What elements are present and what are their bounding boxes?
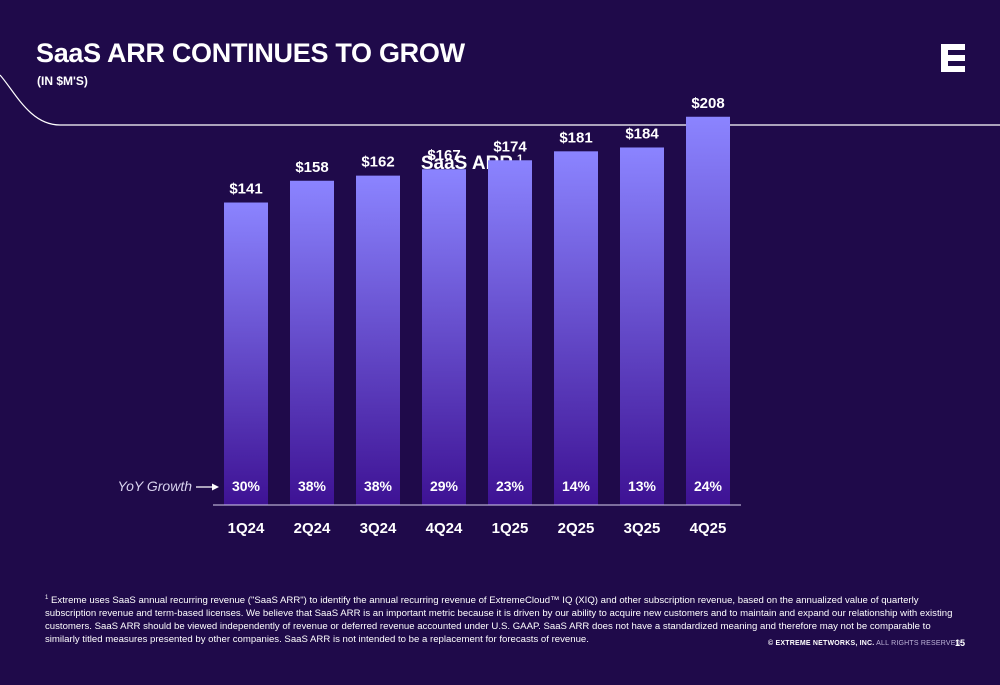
value-label-3Q24: $162 [361,154,394,171]
x-tick-4Q24: 4Q24 [426,520,463,537]
x-tick-3Q24: 3Q24 [360,520,397,537]
yoy-growth-1Q24: 30% [232,478,261,494]
bar-2Q24 [290,180,334,505]
value-labels: $141 $158 $162 $167 $174 $181 $184 $208 [229,95,724,198]
copyright: © EXTREME NETWORKS, INC. ALL RIGHTS RESE… [768,640,963,647]
yoy-growth-2Q24: 38% [298,478,327,494]
yoy-arrow-icon [196,483,219,491]
value-label-3Q25: $184 [625,125,659,142]
x-tick-2Q24: 2Q24 [294,520,331,537]
yoy-growth-labels: 30% 38% 38% 29% 23% 14% 13% 24% [232,478,723,494]
yoy-growth-1Q25: 23% [496,478,525,494]
value-label-1Q25: $174 [493,138,527,155]
bar-3Q25 [620,147,664,506]
bar-1Q25 [488,160,532,505]
value-label-4Q25: $208 [691,95,724,112]
header-divider-curve [0,74,1000,126]
x-tick-2Q25: 2Q25 [558,520,595,537]
footnote: 1 Extreme uses SaaS annual recurring rev… [45,592,960,646]
value-label-2Q24: $158 [295,159,328,176]
x-tick-1Q25: 1Q25 [492,520,529,537]
bar-1Q24 [224,202,268,505]
yoy-growth-label: YoY Growth [118,478,193,494]
bar-4Q25 [686,116,730,505]
footnote-marker: 1 [45,595,49,601]
page-number: 15 [955,638,966,648]
chart-title-superscript: 1 [517,153,523,165]
value-label-1Q24: $141 [229,181,262,198]
yoy-growth-4Q24: 29% [430,478,459,494]
yoy-growth-2Q25: 14% [562,478,591,494]
bar-3Q24 [356,175,400,505]
yoy-growth-3Q25: 13% [628,478,657,494]
bar-4Q24 [422,169,466,506]
extreme-e-logo-icon [941,44,965,72]
x-tick-1Q24: 1Q24 [228,520,265,537]
copyright-company: © EXTREME NETWORKS, INC. [768,640,875,647]
bar-series [224,116,730,506]
yoy-growth-3Q24: 38% [364,478,393,494]
x-tick-4Q25: 4Q25 [690,520,727,537]
page-subtitle: (IN $M'S) [37,74,88,88]
yoy-growth-4Q25: 24% [694,478,723,494]
x-tick-3Q25: 3Q25 [624,520,661,537]
value-label-2Q25: $181 [559,129,592,146]
value-label-4Q24: $167 [427,147,460,164]
bar-2Q25 [554,151,598,505]
saas-arr-chart: SaaS ARR 1 $141$158 $162 $167$174$181 $184$2… [118,95,741,537]
copyright-rights: ALL RIGHTS RESERVED. [876,640,964,647]
page-title: SaaS ARR CONTINUES TO GROW [36,38,465,68]
x-axis-tick-labels: 1Q24 2Q24 3Q24 4Q24 1Q25 2Q25 3Q25 4Q25 [228,520,727,537]
footnote-text: Extreme uses SaaS annual recurring reven… [45,595,953,646]
